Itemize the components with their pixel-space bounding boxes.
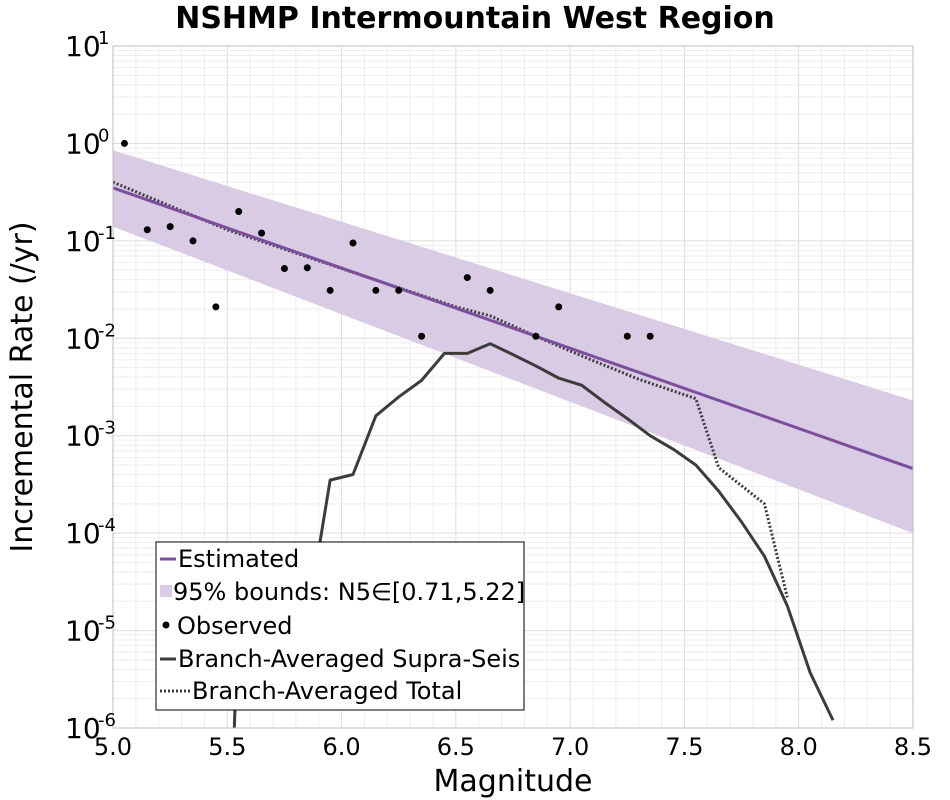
y-tick-base: 10 <box>65 517 101 550</box>
legend-observed-label: Observed <box>177 612 292 640</box>
y-tick-exponent: -3 <box>98 418 116 439</box>
observed-point <box>486 286 494 294</box>
y-tick-exponent: 1 <box>98 28 109 49</box>
observed-point <box>258 229 266 237</box>
observed-point <box>212 303 220 311</box>
bounds-band-layer <box>113 150 913 534</box>
legend-bounds-label: 95% bounds: N5∈[0.71,5.22] <box>173 578 525 606</box>
observed-point <box>646 332 654 340</box>
y-tick-exponent: -1 <box>98 223 116 244</box>
y-tick-base: 10 <box>65 30 101 63</box>
observed-point <box>372 286 380 294</box>
estimated-line <box>113 186 913 470</box>
legend-bounds-swatch <box>160 585 172 597</box>
y-tick-base: 10 <box>65 420 101 453</box>
x-tick-label: 8.5 <box>894 733 932 761</box>
observed-point <box>166 223 174 231</box>
observed-point <box>555 303 563 311</box>
legend-total-label: Branch-Averaged Total <box>192 677 462 705</box>
observed-point <box>395 286 403 294</box>
x-tick-label: 6.5 <box>437 733 475 761</box>
x-tick-label: 5.5 <box>208 733 246 761</box>
bounds-band <box>113 150 913 534</box>
observed-point <box>463 274 471 282</box>
observed-point <box>120 139 128 147</box>
observed-point <box>280 265 288 273</box>
legend-supra-label: Branch-Averaged Supra-Seis <box>178 645 520 673</box>
observed-point <box>349 239 357 247</box>
plot-frame <box>112 45 914 729</box>
x-axis-label: Magnitude <box>434 764 593 799</box>
legend-observed-swatch <box>162 621 170 629</box>
x-tick-label: 6.0 <box>322 733 360 761</box>
legend-estimated-label: Estimated <box>178 545 299 573</box>
observed-point <box>235 208 243 216</box>
y-tick-base: 10 <box>65 322 101 355</box>
observed-point <box>623 332 631 340</box>
observed-point <box>418 332 426 340</box>
y-tick-base: 10 <box>65 225 101 258</box>
observed-points-layer <box>120 139 654 340</box>
y-axis-label: Incremental Rate (/yr) <box>5 221 40 552</box>
chart-title: NSHMP Intermountain West Region <box>175 1 775 36</box>
y-tick-exponent: 0 <box>98 125 109 146</box>
x-tick-label: 5.0 <box>94 733 132 761</box>
observed-point <box>143 226 151 234</box>
legend-box <box>155 541 525 711</box>
y-tick-exponent: -2 <box>98 320 116 341</box>
x-tick-labels: 5.0 5.5 6.0 6.5 7.0 7.5 8.0 8.5 <box>94 733 932 761</box>
y-tick-exponent: -5 <box>98 613 116 634</box>
y-tick-base: 10 <box>65 712 101 745</box>
y-tick-exponent: -4 <box>98 515 116 536</box>
legend: Estimated 95% bounds: N5∈[0.71,5.22] Obs… <box>155 541 525 711</box>
observed-point <box>532 332 540 340</box>
y-tick-base: 10 <box>65 127 101 160</box>
observed-point <box>326 286 334 294</box>
x-tick-label: 7.5 <box>665 733 703 761</box>
y-tick-base: 10 <box>65 615 101 648</box>
observed-point <box>303 264 311 272</box>
x-tick-label: 8.0 <box>780 733 818 761</box>
x-tick-label: 7.0 <box>551 733 589 761</box>
y-tick-exponent: -6 <box>98 710 116 731</box>
observed-point <box>189 237 197 245</box>
